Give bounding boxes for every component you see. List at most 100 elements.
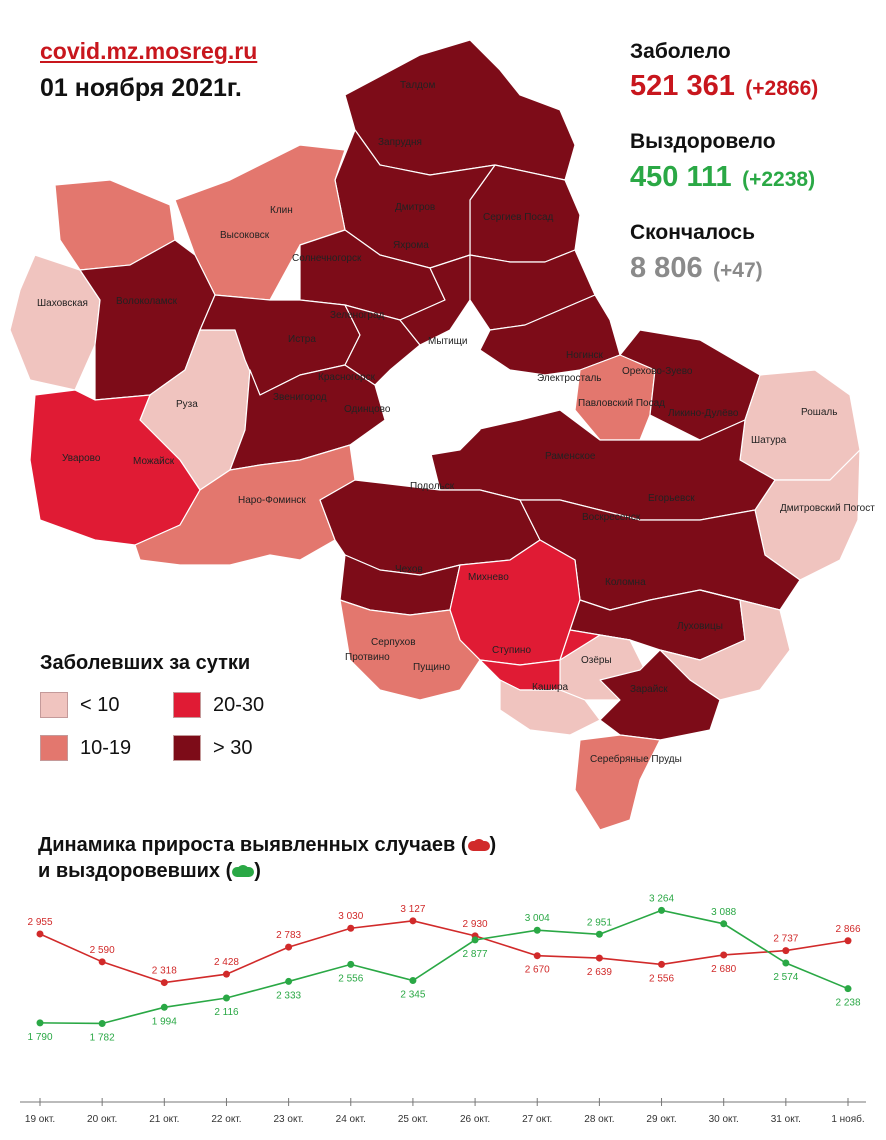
recovered-point — [222, 994, 230, 1002]
map-labels: Талдом Запрудня Дмитров Сергиев Посад Ях… — [37, 80, 875, 765]
infected-label: Заболело — [630, 40, 731, 63]
cases-point — [222, 970, 230, 978]
recovered-values: 450 111 (+2238) — [630, 161, 815, 194]
recovered-point — [471, 936, 479, 944]
map-label: Луховицы — [677, 621, 723, 632]
recovered-point — [533, 926, 541, 934]
cases-point — [409, 917, 417, 925]
recovered-value-label: 2 238 — [835, 998, 860, 1009]
cases-point — [347, 924, 355, 932]
chart-title: Динамика прироста выявленных случаев () … — [38, 832, 496, 884]
map-label: Егорьевск — [648, 493, 695, 504]
legend-label: > 30 — [213, 737, 253, 759]
recovered-value-label: 2 877 — [463, 949, 488, 960]
cases-point — [658, 960, 666, 968]
cases-point — [36, 930, 44, 938]
map-label: Коломна — [605, 577, 646, 588]
cases-value-label: 2 318 — [152, 966, 177, 977]
map-label: Ликино-Дулёво — [668, 408, 739, 419]
legend-label: < 10 — [80, 694, 120, 716]
cases-value-label: 2 955 — [27, 917, 52, 928]
recovered-point — [409, 977, 417, 985]
legend-swatch — [40, 735, 68, 761]
report-date: 01 ноября 2021г. — [40, 74, 242, 102]
map-label: Павловский Посад — [578, 398, 665, 409]
map-label: Одинцово — [344, 404, 391, 415]
recovered-value-label: 1 782 — [90, 1032, 115, 1043]
died-delta: (+47) — [713, 259, 763, 282]
recovered-point — [98, 1019, 106, 1027]
x-tick-label: 29 окт. — [646, 1114, 676, 1125]
x-tick-label: 22 окт. — [211, 1114, 241, 1125]
cases-point — [285, 943, 293, 951]
recovered-point — [36, 1019, 44, 1027]
chart-title-line2: и выздоровевших () — [38, 858, 496, 884]
x-tick-label: 27 окт. — [522, 1114, 552, 1125]
cases-point — [844, 937, 852, 945]
map-label: Дмитров — [395, 202, 435, 213]
recovered-value-label: 2 556 — [338, 973, 363, 984]
map-label: Серпухов — [371, 637, 416, 648]
cases-point — [595, 954, 603, 962]
cases-value-label: 2 783 — [276, 930, 301, 941]
map-label: Электросталь — [537, 373, 602, 384]
recovered-value-label: 3 004 — [525, 913, 550, 924]
cases-value-label: 2 680 — [711, 964, 736, 975]
x-tick-label: 31 окт. — [771, 1114, 801, 1125]
infected-delta: (+2866) — [745, 77, 819, 100]
recovered-point — [844, 985, 852, 993]
map-label: Солнечногорск — [292, 253, 362, 264]
district-shatura — [739, 369, 861, 481]
chart-title-paren: ) — [254, 860, 261, 882]
recovered-value-label: 2 951 — [587, 917, 612, 928]
legend-swatch — [40, 692, 68, 718]
map-label: Запрудня — [378, 137, 422, 148]
cases-value-label: 2 930 — [463, 919, 488, 930]
x-tick-label: 1 нояб. — [831, 1113, 864, 1125]
cases-point — [533, 952, 541, 960]
district-naro-fominsk — [134, 444, 356, 566]
district-serebryanye-prudy — [574, 734, 661, 831]
map-label: Уварово — [62, 453, 101, 464]
map-label: Чехов — [395, 564, 423, 575]
recovered-total: 450 111 — [630, 161, 732, 193]
cases-point — [720, 951, 728, 959]
recovered-value-label: 3 088 — [711, 907, 736, 918]
map-label: Озёры — [581, 655, 612, 666]
legend-swatch — [173, 735, 201, 761]
recovered-point — [595, 930, 603, 938]
infected-values: 521 361 (+2866) — [630, 70, 818, 103]
map-label: Ногинск — [566, 350, 604, 361]
x-tick-label: 25 окт. — [398, 1114, 428, 1125]
map-label: Наро-Фоминск — [238, 495, 306, 506]
recovered-point — [720, 920, 728, 928]
map-label: Серебряные Пруды — [590, 753, 682, 765]
source-link[interactable]: covid.mz.mosreg.ru — [40, 38, 258, 64]
map-label: Подольск — [410, 481, 455, 492]
recovered-point — [658, 906, 666, 914]
district-zaraysk — [599, 649, 721, 741]
chart-title-line1: Динамика прироста выявленных случаев () — [38, 832, 496, 858]
map-label: Рошаль — [801, 407, 837, 418]
map-label: Волоколамск — [116, 296, 178, 307]
legend-label: 10-19 — [80, 737, 132, 759]
chart-title-text: и выздоровевших ( — [38, 860, 233, 882]
died-label: Скончалось — [630, 221, 755, 244]
map-label: Кашира — [532, 682, 569, 693]
x-tick-label: 19 окт. — [25, 1114, 55, 1125]
cases-point — [782, 947, 790, 955]
map-label: Михнево — [468, 572, 509, 583]
recovered-label: Выздоровело — [630, 130, 776, 153]
map-label: Зеленоград — [330, 310, 385, 321]
recovered-point — [782, 959, 790, 967]
cases-line — [39, 920, 849, 984]
legend-swatch — [173, 692, 201, 718]
cases-value-label: 2 866 — [835, 924, 860, 935]
died-values: 8 806 (+47) — [630, 252, 763, 285]
map-label: Воскресенск — [582, 512, 641, 523]
cases-value-label: 2 556 — [649, 973, 674, 984]
cases-value-label: 3 030 — [338, 911, 363, 922]
map-label: Протвино — [345, 652, 390, 663]
recovered-value-label: 1 994 — [152, 1016, 177, 1027]
recovered-value-label: 1 790 — [27, 1032, 52, 1043]
